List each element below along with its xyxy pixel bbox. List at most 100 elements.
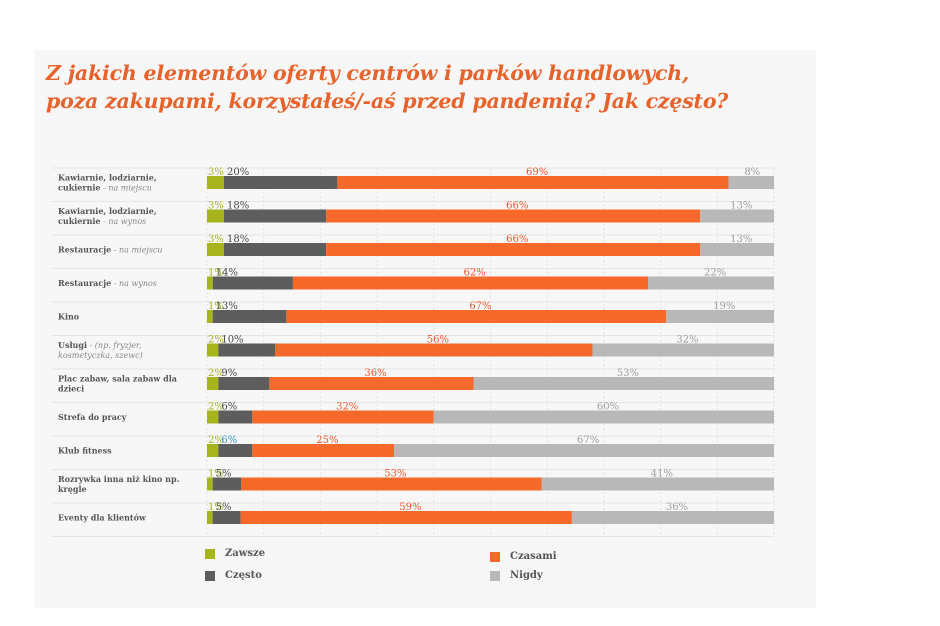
value-label-czasami: 53% [384, 469, 406, 480]
value-label-czesto: 5% [216, 502, 232, 513]
legend-label-zawsze: Zawsze [225, 548, 266, 559]
bar-segment-czasami [275, 343, 593, 357]
category-label: Restauracje - na wynos [58, 278, 157, 288]
category-text: Restauracje [58, 245, 111, 255]
bar-segment-nigdy [433, 410, 774, 424]
bar-segment-czasami [252, 410, 434, 424]
value-label-zawsze: 3% [208, 167, 224, 178]
bar-row: Kawiarnie, lodziarnie, cukiernie - na mie… [58, 167, 774, 193]
value-label-czesto: 20% [227, 167, 249, 178]
value-label-nigdy: 53% [617, 368, 639, 379]
category-label: Rozrywka inna niż kino np. kręgle [58, 474, 180, 494]
bar-segment-czesto [218, 377, 270, 390]
legend-swatch-czasami [490, 551, 500, 562]
bar-segment-zawsze [207, 410, 219, 424]
bar-segment-zawsze [207, 310, 213, 323]
legend-swatch-czesto [205, 570, 215, 581]
value-label-nigdy: 60% [597, 402, 619, 413]
bar-row: Strefa do pracy 2%6% 32% 60% [58, 402, 774, 424]
legend-item-zawsze: Zawsze [205, 548, 265, 559]
value-label-czasami: 36% [364, 368, 386, 379]
bar-segment-czesto [224, 176, 338, 189]
bar-row: Restauracje - na miejscu 3% 18% 66% 13% [58, 234, 774, 256]
bar-segment-czesto [218, 410, 253, 424]
category-label: Kino [58, 312, 80, 322]
chart-legend: Zawsze Często Czasami Nigdy [205, 548, 765, 592]
bar-segment-czesto [224, 243, 327, 256]
bar-segment-czasami [337, 176, 729, 189]
bar-segment-czasami [326, 209, 701, 223]
value-label-zawsze: 2% [208, 368, 224, 379]
bar-segment-czasami [240, 511, 572, 524]
bar-segment-nigdy [728, 176, 774, 189]
bar-segment-czasami [252, 444, 395, 457]
legend-item-czesto: Często [205, 570, 262, 581]
value-label-nigdy: 41% [651, 469, 673, 480]
value-label-czesto: 13% [216, 301, 238, 312]
value-label-czasami: 66% [506, 201, 528, 212]
category-text: niż [124, 474, 141, 484]
category-text: fitness [79, 446, 112, 456]
bar-row: Usługi - (np. fryzjer, kosmetyczka, szewc… [58, 335, 774, 360]
category-text: lodziarnie, [106, 206, 157, 216]
bar-segment-nigdy [700, 209, 774, 223]
bar-segment-czesto [212, 276, 293, 290]
category-text: np. [162, 474, 179, 484]
value-label-nigdy: 36% [666, 502, 688, 513]
category-text: Kawiarnie, [58, 206, 106, 216]
legend-swatch-nigdy [490, 570, 500, 581]
value-label-czasami: 69% [526, 167, 548, 178]
bar-row: Eventy dla klientów 1%5% 59% 36% [58, 502, 774, 524]
bar-segment-zawsze [207, 276, 213, 290]
category-label: Restauracje - na miejscu [58, 245, 163, 255]
value-label-czesto: 18% [227, 234, 249, 245]
category-note: - na [111, 246, 129, 255]
category-text: cukiernie [58, 183, 101, 193]
value-label-zawsze: 2% [208, 402, 224, 413]
value-label-czasami: 66% [506, 234, 528, 245]
category-text: Usługi [58, 340, 87, 350]
bar-segment-zawsze [207, 377, 219, 390]
bar-segment-zawsze [207, 343, 219, 357]
category-note: - (np. [87, 341, 111, 350]
category-note: fryzjer, [111, 341, 142, 350]
category-text: Kino [58, 312, 80, 322]
category-text: Plac [58, 374, 77, 384]
bar-segment-czasami [286, 310, 667, 323]
category-label: Kawiarnie, lodziarnie, cukiernie - na mie… [58, 173, 157, 193]
bar-segment-nigdy [571, 511, 774, 524]
category-note: kosmetyczka, [58, 351, 113, 360]
bar-segment-czesto [212, 477, 242, 491]
legend-item-czasami: Czasami [490, 551, 557, 562]
value-label-czesto: 6% [221, 435, 237, 446]
value-label-czesto: 9% [221, 368, 237, 379]
bar-segment-nigdy [541, 477, 774, 491]
category-note: wynos [129, 279, 157, 288]
category-text: kręgle [58, 484, 87, 494]
bar-segment-czasami [292, 276, 648, 290]
chart-title-line-2: poza zakupami, korzystałeś/-aś przed pan… [46, 89, 729, 113]
bar-row: Rozrywka inna niż kino np. kręgle 1%5% 53% 4… [58, 469, 774, 494]
bar-segment-nigdy [473, 377, 774, 390]
category-text: klientów [105, 513, 147, 523]
value-label-zawsze: 2% [208, 335, 224, 346]
bar-segment-czesto [212, 310, 287, 323]
bar-segment-nigdy [700, 243, 774, 256]
bar-segment-nigdy [648, 276, 774, 290]
value-label-zawsze: 1% [208, 301, 224, 312]
category-text: lodziarnie, [106, 173, 157, 183]
category-note: - na [101, 217, 119, 226]
bar-segment-zawsze [207, 477, 213, 491]
value-label-czesto: 18% [227, 201, 249, 212]
value-label-nigdy: 19% [713, 301, 735, 312]
legend-item-nigdy: Nigdy [490, 570, 543, 581]
category-label: Eventy dla klientów [58, 513, 147, 523]
value-label-zawsze: 1% [208, 502, 224, 513]
bar-segment-zawsze [207, 176, 225, 189]
bar-row: Restauracje - na wynos 1%14% 62% 22% [58, 268, 774, 290]
row-separators [52, 167, 774, 537]
category-note: miejscu [129, 246, 163, 255]
category-label: Klub fitness [58, 446, 112, 456]
value-label-nigdy: 13% [730, 234, 752, 245]
bar-segment-czesto [218, 444, 253, 457]
